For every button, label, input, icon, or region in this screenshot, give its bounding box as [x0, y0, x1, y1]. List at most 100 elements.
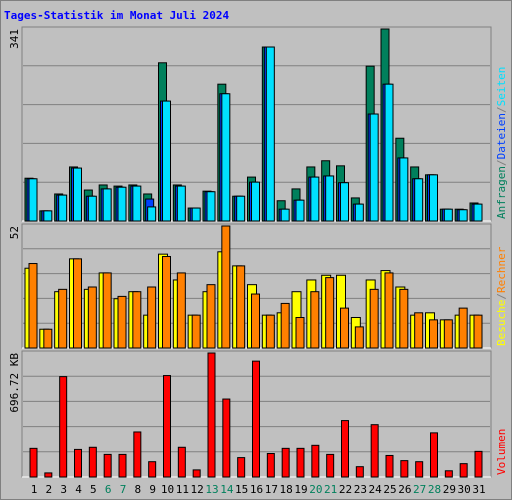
bar: [103, 453, 112, 478]
bar: [280, 208, 290, 222]
x-tick-label: 5: [90, 483, 97, 496]
bar: [102, 272, 112, 349]
bar: [354, 326, 364, 349]
legend-entry: Volumen: [495, 429, 508, 475]
legend: Volumen: [495, 429, 508, 475]
bar: [429, 319, 438, 349]
bar: [414, 312, 424, 349]
bar: [355, 466, 364, 478]
bar: [177, 446, 186, 478]
x-tick-label: 30: [458, 483, 471, 496]
bar: [236, 265, 246, 349]
bar: [162, 100, 171, 222]
x-tick-label: 4: [75, 483, 82, 496]
x-tick-label: 20: [309, 483, 322, 496]
x-tick-label: 14: [220, 483, 234, 496]
bar: [207, 352, 216, 478]
bar: [221, 225, 231, 349]
legend: Anfragen/Dateien/Seiten: [495, 67, 508, 219]
bar: [251, 181, 260, 222]
x-tick-label: 18: [280, 483, 293, 496]
bar: [28, 178, 38, 222]
bar: [280, 302, 290, 349]
y-tick-label: 341: [8, 29, 21, 49]
bar: [325, 277, 335, 349]
x-tick-label: 21: [324, 483, 337, 496]
x-tick-label: 22: [339, 483, 352, 496]
legend-entry: Rechner: [495, 246, 508, 293]
y-tick-label: 696.72 KB: [8, 353, 21, 413]
x-tick-label: 27: [413, 483, 426, 496]
bar: [340, 307, 349, 349]
x-tick-label: 6: [105, 483, 112, 496]
x-tick-label: 31: [472, 483, 485, 496]
legend-entry: Anfragen: [495, 166, 508, 219]
bar: [222, 398, 231, 478]
bar: [206, 284, 216, 349]
bar: [176, 272, 186, 349]
bar: [399, 157, 409, 222]
bar: [325, 175, 335, 222]
x-tick-label: 28: [428, 483, 441, 496]
bar: [252, 360, 260, 478]
x-tick-label: 3: [60, 483, 67, 496]
bar: [311, 444, 320, 478]
bar: [296, 447, 305, 478]
chart-title: Tages-Statistik im Monat Juli 2024: [4, 9, 230, 22]
bar: [147, 206, 157, 222]
bar: [59, 376, 68, 478]
bar: [473, 203, 483, 222]
bar: [459, 463, 468, 478]
x-tick-label: 2: [46, 483, 53, 496]
bar: [191, 314, 201, 349]
y-tick-label: 52: [8, 226, 21, 239]
x-tick-label: 1: [31, 483, 38, 496]
bar: [163, 375, 171, 478]
bar: [474, 450, 483, 478]
x-tick-label: 15: [235, 483, 248, 496]
bar: [73, 258, 82, 349]
bar: [29, 447, 38, 478]
bar: [73, 167, 82, 222]
bar: [118, 453, 127, 478]
bar: [28, 263, 38, 349]
bar: [369, 288, 379, 349]
x-tick-label: 26: [398, 483, 411, 496]
bar: [354, 203, 364, 222]
bar: [369, 113, 379, 222]
bar: [251, 293, 260, 349]
bar: [117, 295, 127, 349]
x-tick-label: 11: [176, 483, 189, 496]
bar: [384, 272, 394, 349]
x-tick-label: 17: [265, 483, 278, 496]
bar: [414, 178, 424, 222]
bar: [88, 446, 97, 478]
bar: [310, 176, 320, 222]
bar: [473, 314, 483, 349]
bar: [295, 317, 305, 349]
legend-entry: Dateien: [495, 113, 508, 159]
bar: [310, 291, 320, 349]
bar: [132, 185, 142, 222]
bar: [206, 191, 216, 222]
bar: [384, 83, 394, 222]
bar: [236, 195, 246, 222]
x-tick-label: 19: [294, 483, 307, 496]
bar: [133, 431, 142, 478]
bar: [44, 472, 53, 478]
bar: [87, 195, 97, 222]
bar: [443, 208, 453, 222]
bar: [148, 461, 157, 478]
x-tick-label: 25: [383, 483, 396, 496]
x-tick-label: 10: [161, 483, 174, 496]
bar: [444, 470, 453, 478]
bar: [458, 307, 468, 349]
bar: [430, 432, 438, 478]
bar: [443, 319, 453, 349]
bar: [191, 207, 201, 222]
bar: [162, 256, 171, 349]
bar: [341, 420, 349, 478]
bar: [370, 424, 379, 478]
bar: [176, 185, 186, 222]
